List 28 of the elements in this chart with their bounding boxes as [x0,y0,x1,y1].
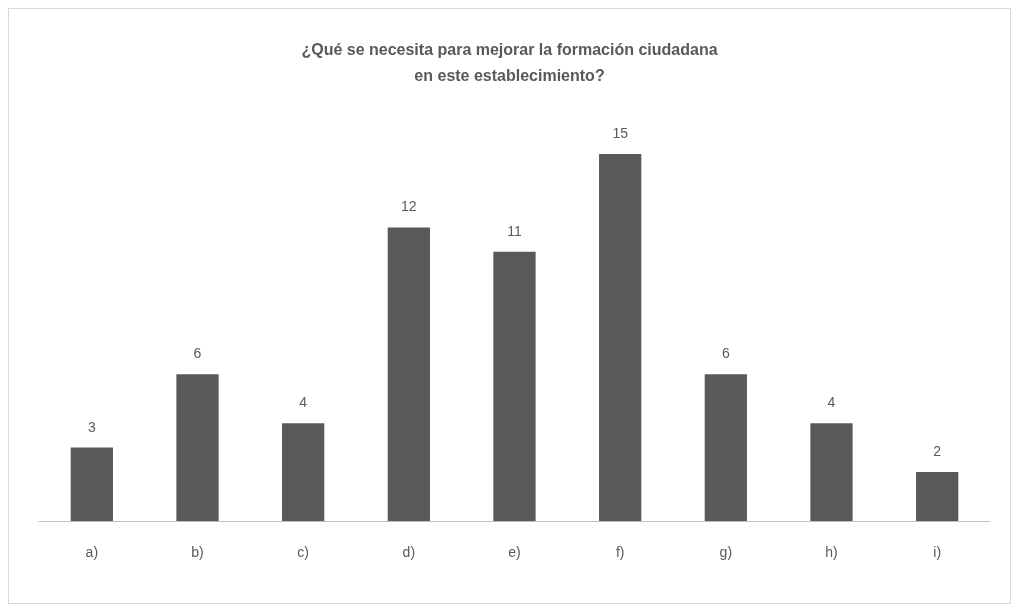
bar [282,423,325,521]
data-label: 2 [933,443,942,460]
bar [810,423,853,521]
x-tick-label: d) [402,544,416,560]
x-tick-label: i) [933,544,942,560]
bar [70,447,113,521]
bar [916,472,959,521]
x-tick-label: g) [719,544,733,560]
x-tick-label: b) [191,544,204,560]
chart-title: ¿Qué se necesita para mejorar la formación ciudadana en este establecimiento? [301,40,718,84]
x-tick-label: f) [615,544,625,560]
x-tick-label: a) [85,544,99,560]
x-tick-label: c) [297,544,309,560]
bar [493,251,536,521]
bar [176,374,219,521]
bar [387,227,430,521]
data-label: 6 [193,345,202,362]
x-tick-label: e) [508,544,521,560]
data-label: 3 [87,418,96,435]
data-label: 15 [612,125,629,141]
bar [704,374,747,521]
bar [599,154,642,521]
data-label: 4 [827,394,836,411]
data-label: 4 [299,394,308,411]
data-label: 6 [721,345,730,362]
data-label: 11 [507,222,522,239]
data-label: 12 [401,198,417,215]
x-tick-label: h) [825,544,838,560]
